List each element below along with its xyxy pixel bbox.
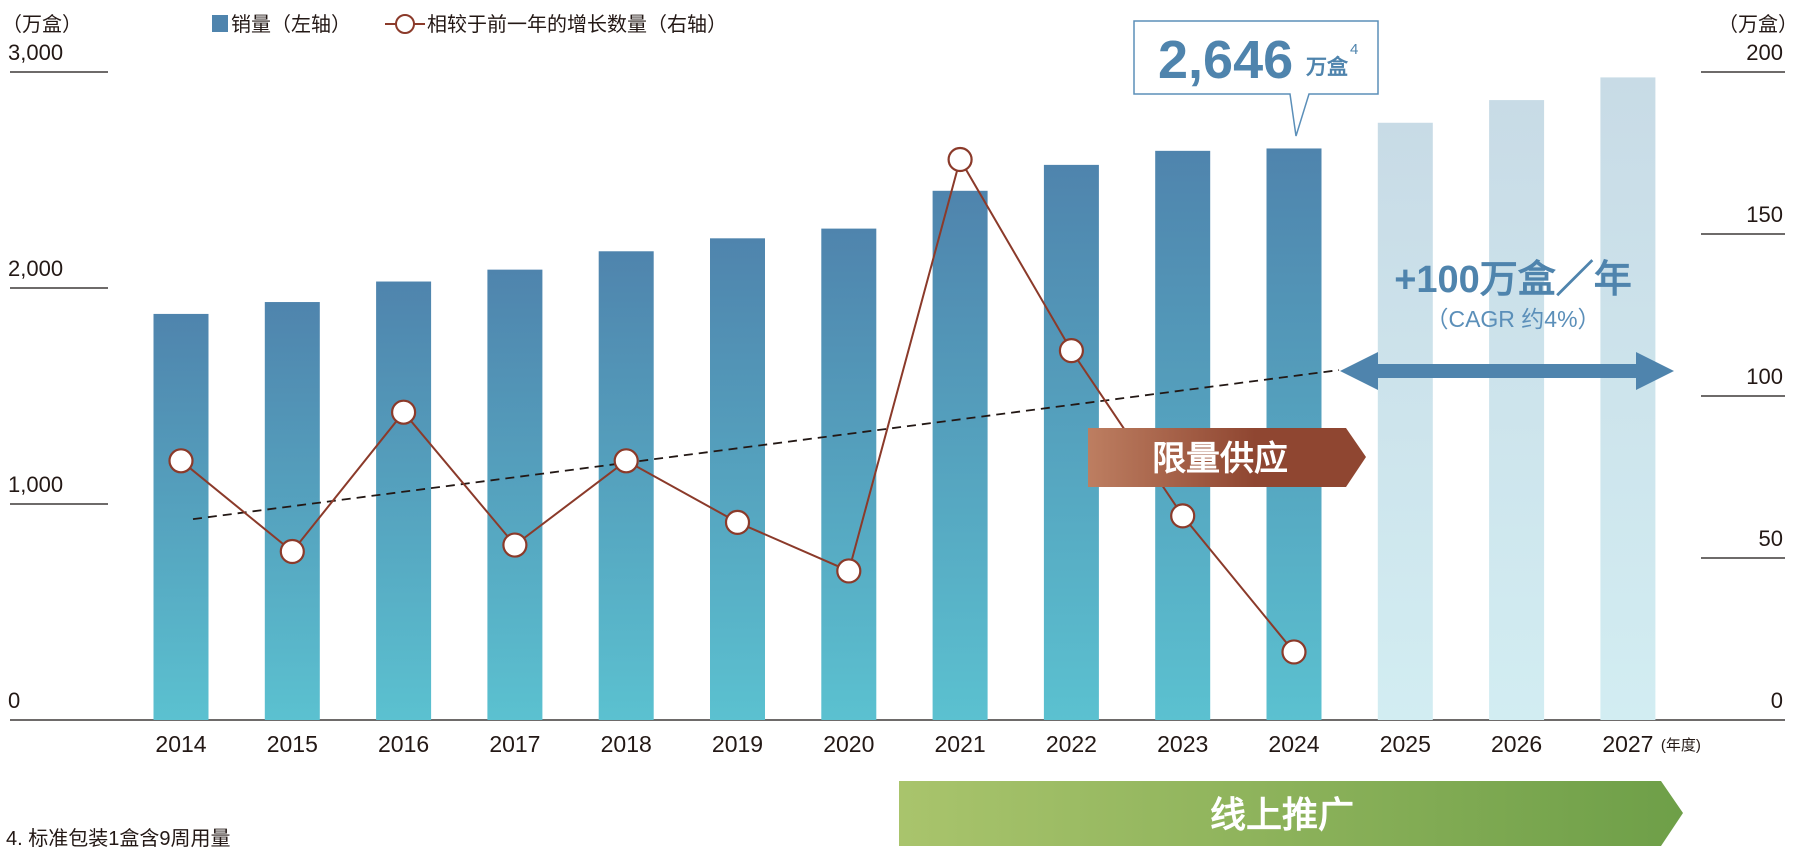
bar-2020 [821, 228, 877, 720]
x-tick-label: 2019 [712, 731, 763, 757]
growth-point-2015 [279, 538, 305, 565]
callout-2024: 2,646 万盒 4 [1133, 20, 1379, 137]
growth-point-2014 [168, 448, 194, 474]
x-tick-label: 2015 [267, 731, 318, 757]
right-tick-label: 200 [1746, 40, 1783, 65]
right-tick-label: 150 [1746, 202, 1783, 227]
x-tick-label: 2023 [1157, 731, 1208, 757]
double-arrow-icon [1340, 352, 1674, 390]
limited-supply-label: 限量供应 [1152, 440, 1288, 478]
left-tick-label: 3,000 [8, 40, 63, 65]
bar-2014 [153, 313, 209, 720]
bar-2017 [487, 269, 543, 720]
x-tick-label: 2022 [1046, 731, 1097, 757]
bar-2018 [598, 251, 654, 720]
growth-point-2019 [724, 509, 751, 535]
axes: 0 1,000 2,000 3,000 0 50 100 150 200 2014 2015 2016… [8, 40, 1785, 757]
bar-2025 [1377, 122, 1433, 720]
legend-line-marker [395, 14, 415, 34]
online-promo-label: 线上推广 [1210, 794, 1354, 835]
right-tick-label: 0 [1771, 688, 1783, 713]
x-axis-unit: (年度) [1661, 737, 1701, 754]
x-tick-label: 2018 [601, 731, 652, 757]
growth-point-2020 [836, 558, 862, 584]
legend-bar-swatch [212, 15, 228, 32]
trend-line-group [192, 369, 1340, 521]
growth-cagr: （CAGR 约4%） [1425, 306, 1600, 332]
legend-bar-label: 销量（左轴） [231, 13, 351, 36]
bars [153, 77, 1656, 721]
callout-footnote-mark: 4 [1350, 41, 1358, 58]
bar-2016 [376, 281, 432, 720]
x-tick-label: 2020 [823, 731, 874, 757]
right-tick-label: 50 [1759, 526, 1783, 551]
bar-2019 [710, 238, 765, 720]
left-axis-unit: （万盒） [2, 13, 82, 36]
bar-2021 [932, 190, 988, 721]
callout-value: 2,646 [1158, 30, 1293, 90]
left-tick-label: 1,000 [8, 472, 63, 497]
footnote: 4. 标准包装1盒含9周用量 [6, 827, 230, 850]
growth-point-2016 [391, 399, 417, 425]
limited-supply-arrow [1088, 428, 1366, 487]
callout-box [1133, 20, 1379, 137]
x-tick-label: 2027 [1602, 731, 1653, 757]
x-tick-label: 2017 [489, 731, 540, 757]
right-tick-label: 100 [1746, 364, 1783, 389]
x-tick-label: 2026 [1491, 731, 1542, 757]
bar-2026 [1489, 100, 1545, 720]
growth-point-2021 [947, 146, 973, 173]
x-tick-label: 2016 [378, 731, 429, 757]
callout-unit: 万盒 [1305, 55, 1349, 79]
limited-supply-banner: 限量供应 [1088, 428, 1366, 487]
x-tick-label: 2014 [155, 731, 206, 757]
bar-2015 [264, 302, 320, 720]
x-tick-label: 2024 [1268, 731, 1319, 757]
x-tick-label: 2021 [935, 731, 986, 757]
left-tick-label: 2,000 [8, 256, 63, 281]
trend-line [192, 369, 1340, 521]
growth-line-group [168, 146, 1307, 665]
online-promo-banner: 线上推广 [899, 781, 1683, 846]
growth-point-2017 [502, 532, 528, 558]
left-tick-label: 0 [8, 688, 20, 713]
growth-point-2024 [1281, 639, 1307, 665]
growth-point-2022 [1058, 338, 1085, 364]
growth-point-2023 [1170, 503, 1196, 529]
x-tick-label: 2025 [1380, 731, 1431, 757]
right-axis-unit: （万盒） [1718, 13, 1798, 36]
growth-point-2018 [613, 448, 639, 474]
online-promo-arrow [899, 781, 1683, 846]
growth-headline: +100万盒／年 [1394, 259, 1632, 301]
legend-line-label: 相较于前一年的增长数量（右轴） [427, 13, 727, 36]
legend: 销量（左轴） 相较于前一年的增长数量（右轴） [212, 13, 727, 36]
growth-annotation: +100万盒／年 （CAGR 约4%） [1340, 259, 1674, 390]
bar-2027 [1600, 77, 1656, 720]
